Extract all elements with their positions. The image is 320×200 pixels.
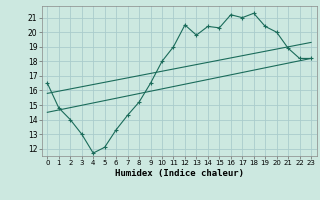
X-axis label: Humidex (Indice chaleur): Humidex (Indice chaleur) <box>115 169 244 178</box>
